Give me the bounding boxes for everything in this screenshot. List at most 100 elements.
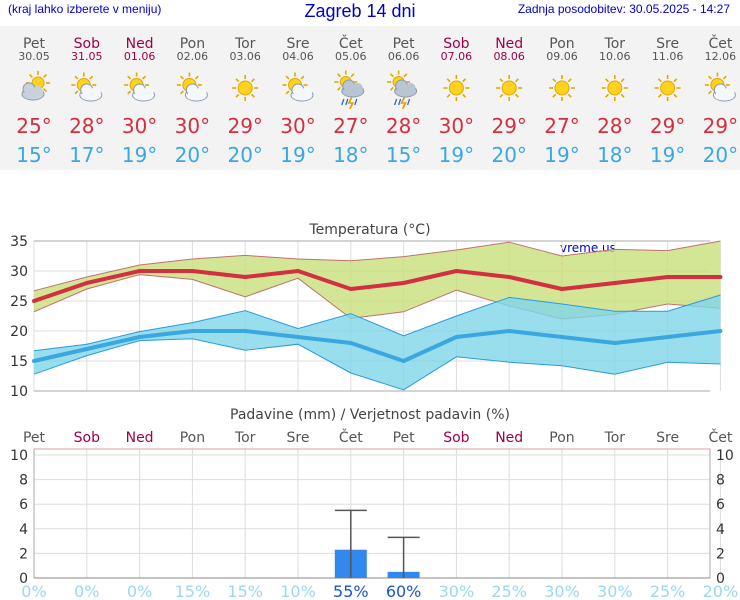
precip-probability: 60% (386, 582, 422, 600)
y-tick-label-right: 2 (716, 546, 725, 562)
sun-ray (142, 75, 147, 80)
min-temp-line (33, 329, 721, 363)
precip-probability: 30% (439, 582, 475, 600)
sunny-cloud-icon (124, 72, 156, 102)
lightning-bolt (347, 96, 355, 110)
day-name: Ned (126, 36, 154, 52)
sun-ray (673, 78, 678, 83)
day-min-temp: 15° (16, 143, 51, 167)
precip-probability: 55% (333, 582, 369, 600)
precip-day-label: Ned (126, 430, 154, 446)
sun-disc (237, 80, 253, 96)
sunny-icon (601, 75, 628, 101)
day-max-temp: 25° (16, 114, 51, 138)
min-temp-point (454, 335, 459, 339)
sun-ray (552, 93, 557, 98)
sun-ray (446, 93, 451, 98)
y-tick-label-right: 8 (716, 473, 725, 489)
y-tick-label-right: 10 (716, 448, 734, 464)
sun-ray (28, 73, 33, 78)
band-lower-edge (33, 338, 721, 391)
sun-ray (127, 75, 132, 80)
max-temp-point (296, 269, 300, 273)
min-temp-point (32, 359, 36, 363)
sun-disc (554, 80, 570, 96)
precip-day-label: Tor (234, 430, 256, 446)
max-temp-point (507, 275, 512, 279)
day-name: Sre (287, 36, 310, 52)
precip-probability: 10% (280, 582, 316, 600)
max-temp-point (454, 269, 459, 273)
sun-ray (43, 73, 48, 78)
min-temp-point (296, 335, 300, 339)
max-temp-point (718, 275, 723, 279)
sun-ray (179, 75, 184, 80)
rain-drop (341, 98, 345, 106)
y-tick-label: 30 (10, 264, 28, 280)
y-tick-label-left: 2 (19, 546, 28, 562)
page-title: Zagreb 14 dni (304, 1, 415, 21)
sun-ray (657, 78, 662, 83)
sunny-cloud-icon (176, 72, 208, 102)
sun-ray (350, 73, 355, 78)
min-temp-point (718, 329, 723, 333)
sun-disc (660, 80, 676, 96)
precip-probability: 25% (491, 582, 527, 600)
max-temp-point (401, 281, 406, 285)
precip-probability: 30% (597, 582, 633, 600)
sun-disc (448, 80, 464, 96)
sun-ray (74, 90, 79, 95)
rain-drop (393, 98, 398, 106)
day-min-temp: 20° (703, 143, 738, 167)
band-upper-edge (33, 240, 721, 292)
menu-hint[interactable]: (kraj lahko izberete v meniju) (8, 2, 161, 16)
sun-ray (235, 93, 240, 98)
y-tick-label: 35 (10, 234, 28, 250)
day-name: Tor (604, 36, 626, 52)
day-date: 02.06 (177, 50, 209, 63)
cloud-fill (714, 91, 735, 101)
sunny-cloud-icon (71, 72, 103, 102)
max-temp-point (243, 275, 248, 279)
day-min-temp: 19° (544, 143, 579, 167)
sun-ray (74, 75, 79, 80)
day-date: 31.05 (71, 50, 103, 63)
day-date: 01.06 (124, 50, 156, 63)
max-temp-point (665, 275, 670, 279)
day-max-temp: 27° (544, 114, 579, 138)
sun-ray (620, 93, 625, 98)
day-min-temp: 20° (491, 143, 526, 167)
day-name: Čet (339, 34, 363, 52)
day-min-temp: 20° (175, 143, 210, 167)
y-tick-label-left: 10 (10, 448, 28, 464)
sun-ray (707, 90, 712, 95)
sun-ray (337, 86, 342, 91)
sun-ray (337, 73, 342, 78)
y-tick-label-right: 0 (716, 571, 725, 587)
day-max-temp: 29° (650, 114, 685, 138)
cloud-fill (186, 91, 207, 101)
band-upper-edge (33, 294, 721, 352)
day-name: Sre (656, 36, 679, 52)
sunny-icon (232, 75, 259, 101)
cloudy-sun-icon (21, 71, 50, 101)
min-temp-point (137, 335, 142, 339)
sun-ray (285, 75, 290, 80)
precip-day-label: Čet (708, 428, 732, 446)
day-min-temp: 19° (122, 143, 157, 167)
sun-ray (499, 78, 504, 83)
sunny-cloud-icon (282, 72, 314, 102)
max-temp-point (137, 269, 142, 273)
day-date: 10.06 (599, 50, 631, 63)
day-name: Ned (495, 36, 523, 52)
max-temp-point (348, 287, 353, 291)
sun-ray (43, 88, 48, 93)
precip-probability: 30% (544, 582, 580, 600)
min-temp-point (507, 329, 512, 333)
day-min-temp: 18° (597, 143, 632, 167)
sun-ray (235, 78, 240, 83)
min-temp-point (560, 335, 564, 339)
cloud-fill (133, 91, 154, 101)
